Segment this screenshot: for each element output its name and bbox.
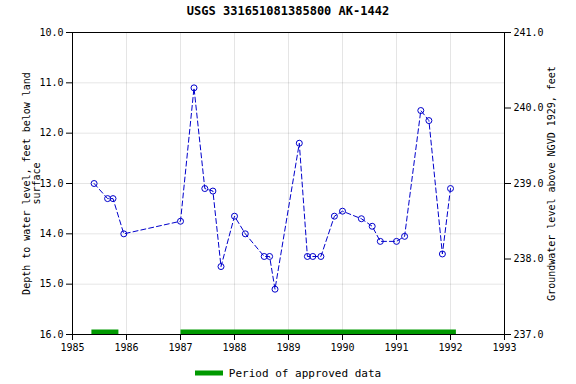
svg-text:1991: 1991 xyxy=(384,342,408,353)
svg-text:1986: 1986 xyxy=(114,342,138,353)
svg-text:Depth to water level, feet bel: Depth to water level, feet below landsur… xyxy=(21,72,42,295)
svg-text:13.0: 13.0 xyxy=(39,178,63,189)
svg-text:1989: 1989 xyxy=(276,342,300,353)
html-text:Period of approved data: Period of approved data xyxy=(228,366,382,380)
svg-text:14.0: 14.0 xyxy=(39,228,63,239)
svg-text:1985: 1985 xyxy=(60,342,84,353)
svg-text:239.0: 239.0 xyxy=(514,178,544,189)
svg-text:1990: 1990 xyxy=(330,342,354,353)
svg-text:15.0: 15.0 xyxy=(39,278,63,289)
svg-text:10.0: 10.0 xyxy=(39,27,63,38)
svg-text:Groundwater level above NGVD 1: Groundwater level above NGVD 1929, feet xyxy=(546,66,557,301)
svg-text:240.0: 240.0 xyxy=(514,102,544,113)
svg-text:1993: 1993 xyxy=(492,342,516,353)
svg-text:1988: 1988 xyxy=(222,342,246,353)
html-text:USGS 331651081385800 AK-1442: USGS 331651081385800 AK-1442 xyxy=(186,4,390,18)
svg-text:16.0: 16.0 xyxy=(39,329,63,340)
svg-text:12.0: 12.0 xyxy=(39,127,63,138)
svg-text:1992: 1992 xyxy=(438,342,462,353)
svg-text:238.0: 238.0 xyxy=(514,253,544,264)
svg-text:11.0: 11.0 xyxy=(39,77,63,88)
svg-text:1987: 1987 xyxy=(168,342,192,353)
svg-text:237.0: 237.0 xyxy=(514,329,544,340)
svg-text:241.0: 241.0 xyxy=(514,27,544,38)
